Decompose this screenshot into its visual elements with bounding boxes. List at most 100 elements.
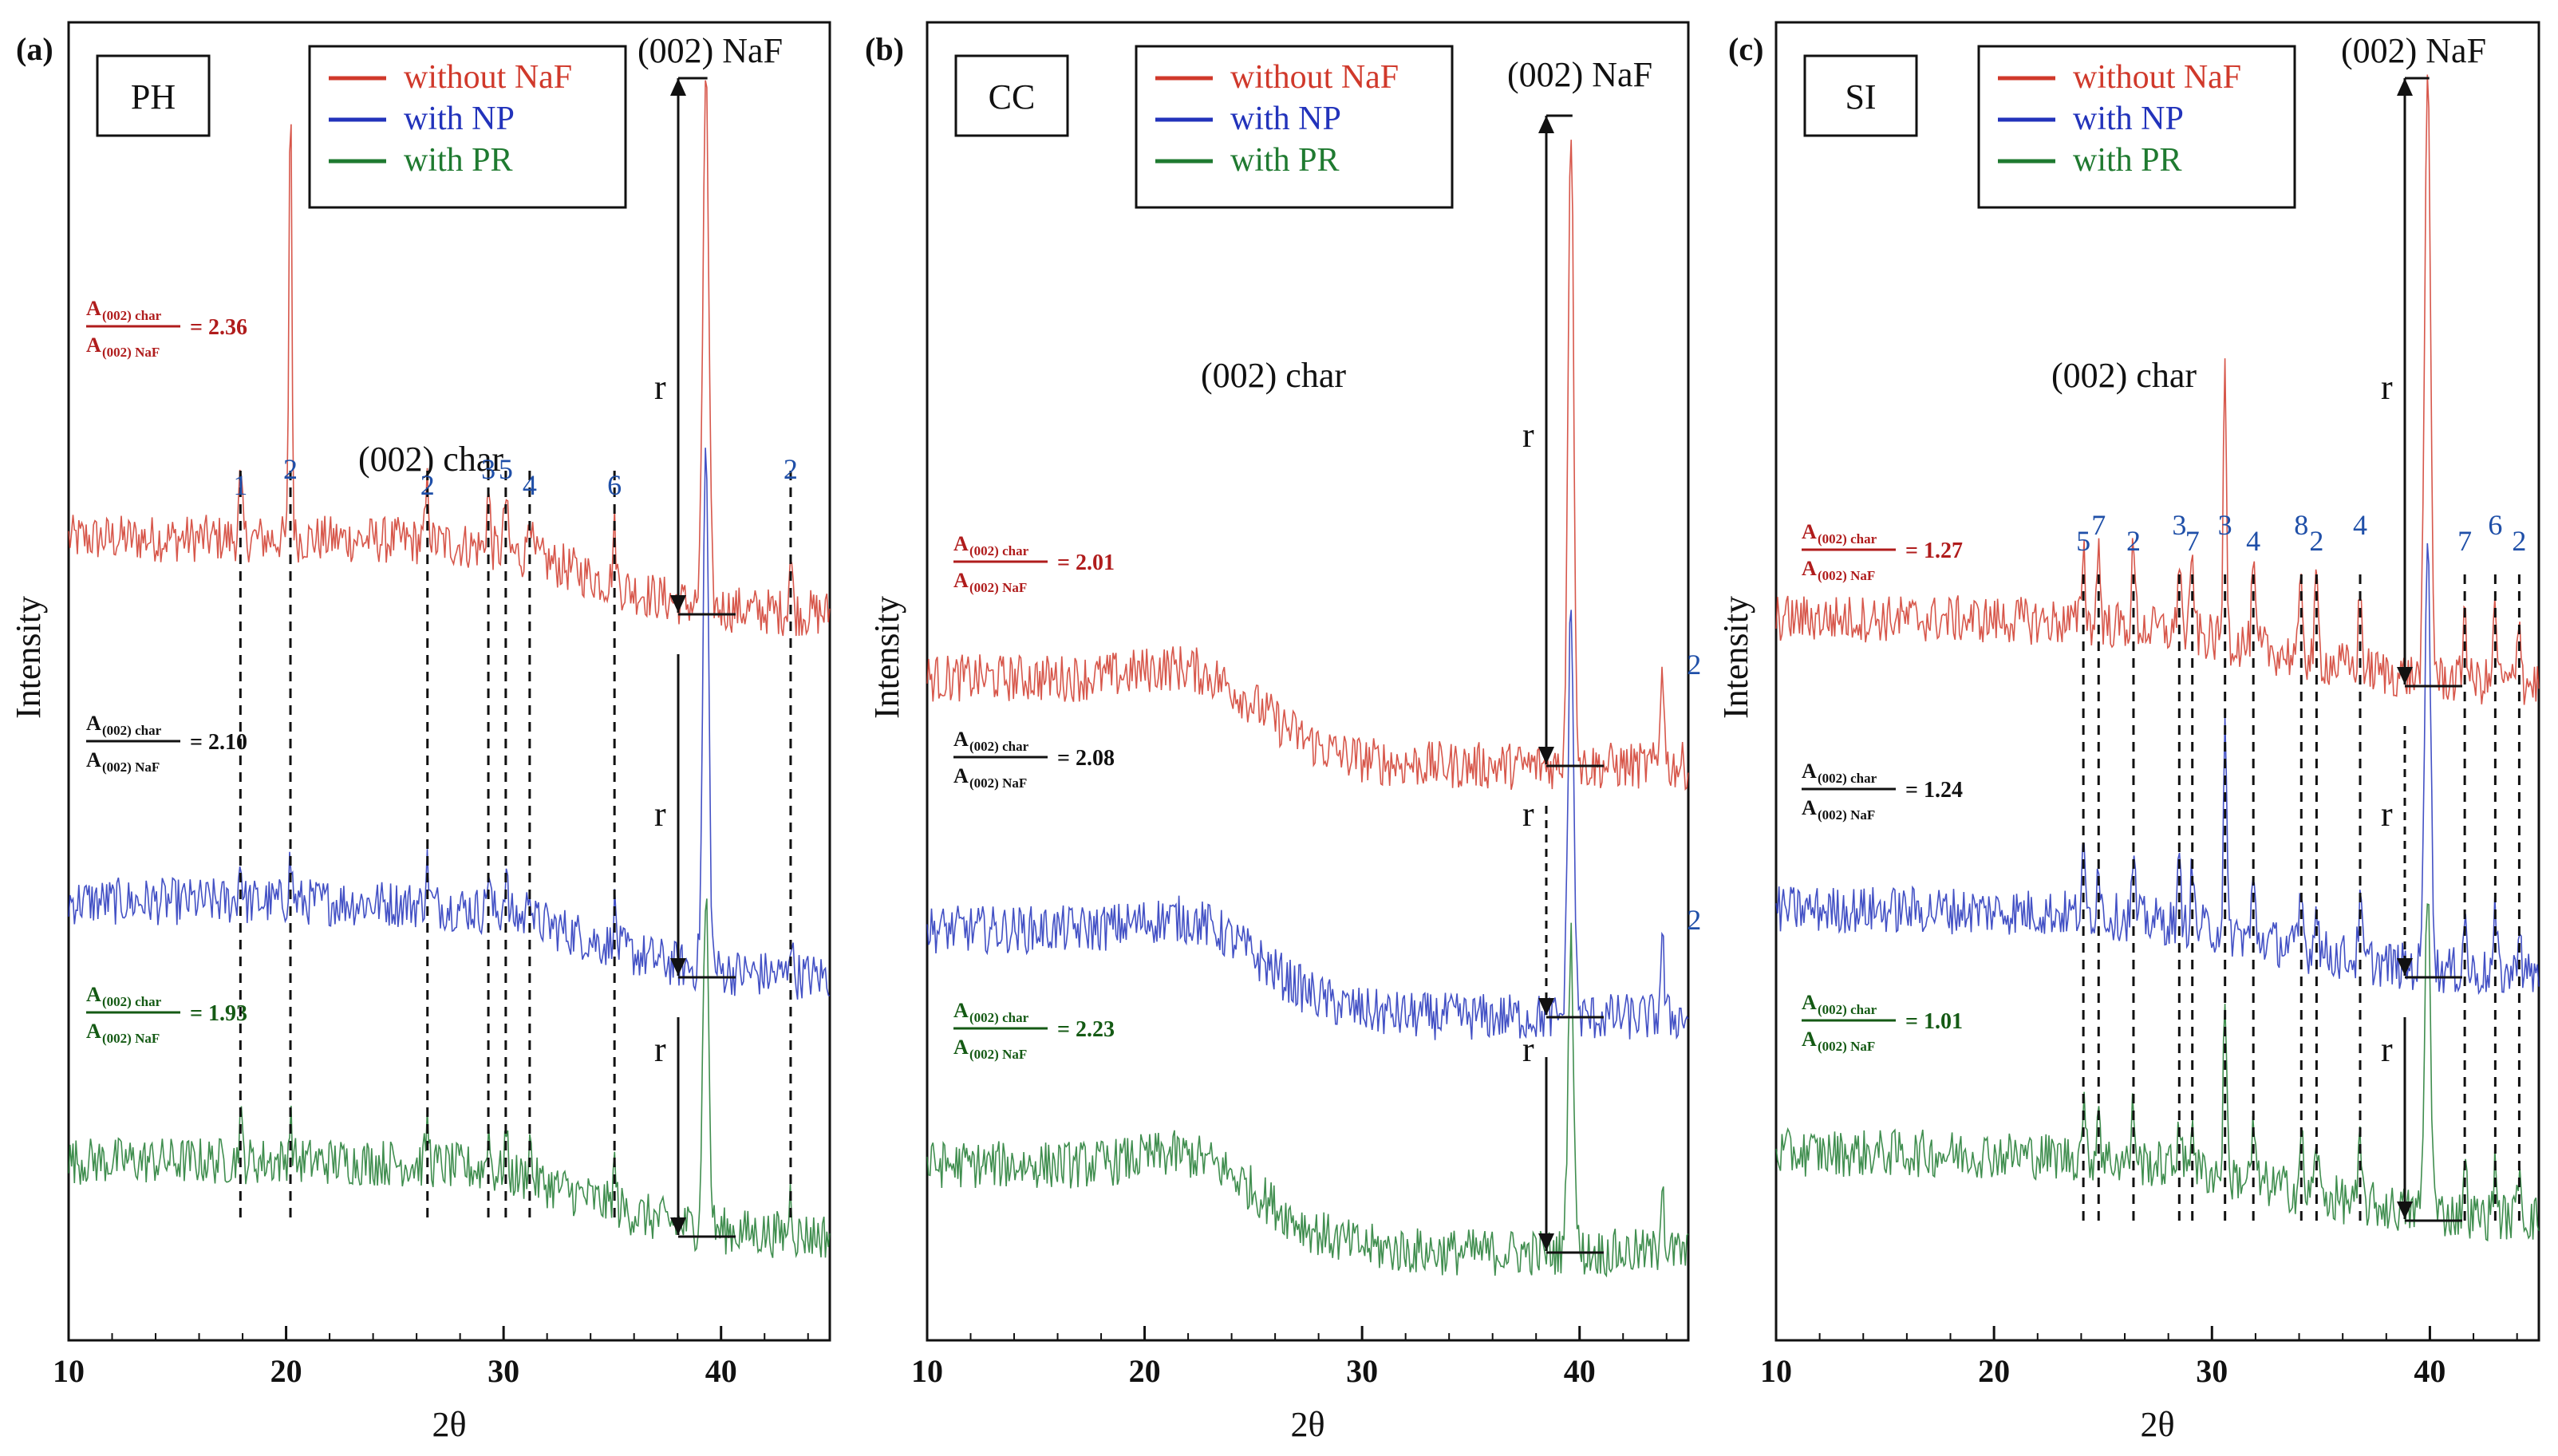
legend-entry: with NP: [404, 101, 515, 137]
ratio-numerator-sub: (002) char: [1818, 531, 1877, 546]
ratio-denominator: A: [86, 1020, 101, 1043]
sample-box: [1803, 54, 1918, 137]
trace-with-np: [68, 448, 831, 1000]
ratio-numerator-sub: (002) char: [102, 994, 162, 1009]
char-label: (002) char: [2051, 356, 2197, 395]
r-label: r: [1522, 416, 1534, 455]
x-tick-label: 30: [1346, 1353, 1378, 1389]
peak-label: 3: [481, 453, 495, 485]
r-label: r: [654, 368, 666, 407]
y-axis-label: Intensity: [867, 596, 906, 719]
arrow-head: [670, 595, 686, 613]
peak-label: 8: [2294, 509, 2308, 541]
trace-with-np: [1775, 543, 2540, 996]
peak-label: 4: [2353, 509, 2367, 541]
legend-entry: with NP: [1230, 101, 1341, 137]
ratio-numerator-sub: (002) char: [969, 543, 1029, 558]
peak-label: 2: [2126, 525, 2141, 557]
plot-frame: [926, 21, 1690, 1342]
peak-label: 2: [2512, 525, 2526, 557]
arrow-head: [2397, 667, 2413, 685]
r-label: r: [2381, 795, 2393, 834]
ratio-denominator: A: [86, 333, 101, 357]
ratio-denominator: A: [953, 569, 969, 592]
arrow-head: [2397, 78, 2413, 96]
peak-label: 7: [2457, 525, 2472, 557]
arrow-head: [670, 78, 686, 96]
plot-frame: [67, 21, 831, 1342]
peak-label: 6: [2488, 509, 2502, 541]
panel-tag: (b): [865, 31, 904, 67]
legend-entry: with PR: [1230, 142, 1340, 179]
peak-label: 6: [607, 469, 622, 501]
ratio-value: = 1.27: [1905, 539, 1963, 563]
trace-without-naf: [926, 140, 1689, 791]
naf-label: (002) NaF: [2341, 31, 2486, 70]
legend-entry: without NaF: [1230, 59, 1399, 96]
ratio-denominator: A: [1802, 796, 1817, 819]
x-tick-label: 30: [488, 1353, 519, 1389]
peak-label: 2: [420, 469, 435, 501]
sample-label: PH: [131, 77, 176, 116]
ratio-denominator-sub: (002) NaF: [102, 345, 160, 360]
sample-box: [954, 54, 1069, 137]
x-axis-label: 2θ: [1290, 1405, 1324, 1444]
r-label: r: [654, 795, 666, 834]
ratio-denominator-sub: (002) NaF: [1818, 807, 1875, 823]
x-tick-label: 20: [270, 1353, 302, 1389]
ratio-numerator-sub: (002) char: [969, 1010, 1029, 1025]
naf-label: (002) NaF: [1507, 55, 1652, 94]
arrow-head: [2397, 958, 2413, 976]
x-axis-label: 2θ: [432, 1405, 466, 1444]
r-label: r: [654, 1030, 666, 1069]
panel-si: (c) 10 20 30 40 2θ Intensity SI without NaF with …: [1716, 21, 2540, 1444]
ratio-numerator-sub: (002) char: [1818, 1002, 1877, 1017]
ratio-denominator-sub: (002) NaF: [969, 580, 1027, 595]
ratio-denominator: A: [953, 1036, 969, 1059]
peak-label: 1: [233, 469, 247, 501]
x-tick-label: 40: [705, 1353, 737, 1389]
peak-label: 2: [2309, 525, 2323, 557]
legend-entry: with PR: [2073, 142, 2182, 179]
panel-tag: (c): [1728, 31, 1763, 67]
y-axis-label: Intensity: [1716, 596, 1755, 719]
peak-label: 3: [2172, 509, 2186, 541]
ratio-denominator-sub: (002) NaF: [969, 775, 1027, 791]
trace-without-naf: [1775, 74, 2540, 705]
x-tick-label: 20: [1129, 1353, 1161, 1389]
legend-entry: without NaF: [2073, 59, 2241, 96]
peak-label: 2: [784, 453, 798, 485]
peak-label: 7: [2091, 509, 2106, 541]
ratio-denominator: A: [1802, 557, 1817, 580]
ratio-numerator: A: [1802, 520, 1817, 543]
panel-tag: (a): [16, 31, 53, 67]
ratio-value: = 1.93: [190, 1001, 247, 1026]
arrow-head: [1538, 1233, 1554, 1251]
legend-entry: without NaF: [404, 59, 572, 96]
peak-label: 5: [499, 453, 513, 485]
char-label: (002) char: [1201, 356, 1346, 395]
ratio-numerator: A: [1802, 991, 1817, 1014]
sample-label: CC: [989, 77, 1036, 116]
ratio-value: = 2.23: [1057, 1017, 1115, 1042]
plot-frame: [1774, 21, 2540, 1342]
y-axis-label: Intensity: [9, 596, 48, 719]
x-tick-label: 10: [1760, 1353, 1792, 1389]
naf-label: (002) NaF: [638, 31, 783, 70]
trace-with-pr: [68, 898, 831, 1259]
r-label: r: [2381, 1030, 2393, 1069]
arrow-head: [1538, 116, 1554, 133]
ratio-numerator: A: [86, 712, 101, 735]
peak-label: 2: [1687, 904, 1701, 936]
ratio-denominator: A: [953, 764, 969, 787]
ratio-numerator-sub: (002) char: [102, 723, 162, 738]
r-label: r: [1522, 795, 1534, 834]
ratio-value: = 2.01: [1057, 550, 1115, 575]
ratio-denominator: A: [1802, 1028, 1817, 1051]
ratio-denominator-sub: (002) NaF: [1818, 1039, 1875, 1054]
